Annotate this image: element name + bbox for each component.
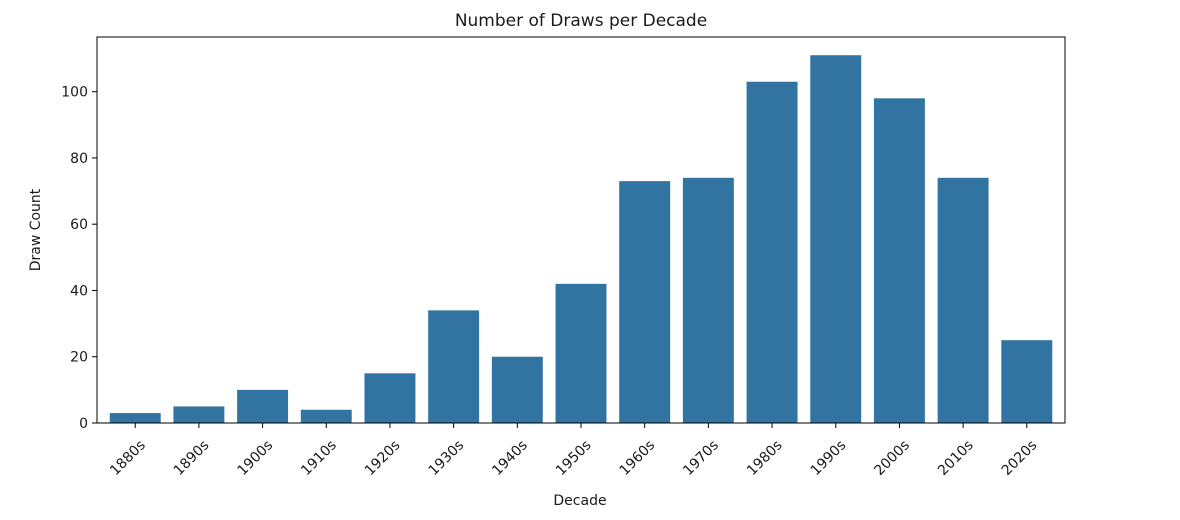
plot-area-frame [96,36,1066,424]
x-tick-label-2000s: 2000s [871,437,913,479]
bar-1980s [746,81,798,423]
bar-1990s [810,55,862,423]
bar-2000s [873,98,925,424]
x-tick-label-1940s: 1940s [489,437,531,479]
bar-1920s [364,373,416,423]
x-tick-label-1900s: 1900s [235,437,277,479]
x-tick-label-1910s: 1910s [298,437,340,479]
x-tick-label-1920s: 1920s [362,437,404,479]
bar-1960s [619,181,671,423]
bar-1930s [428,310,480,423]
x-tick-label-1950s: 1950s [553,437,595,479]
bar-1900s [237,389,289,423]
x-tick-label-1990s: 1990s [808,437,850,479]
bar-2010s [937,177,989,423]
bars-group [109,55,1053,424]
y-tick-label-40: 40 [70,283,88,299]
y-tick-label-0: 0 [79,416,88,432]
bar-1880s [109,413,161,423]
x-tick-label-1970s: 1970s [680,437,722,479]
bar-1890s [173,406,225,423]
x-tick-label-1960s: 1960s [617,437,659,479]
chart-title: Number of Draws per Decade [455,11,707,31]
x-tick-label-1930s: 1930s [426,437,468,479]
bar-2020s [1001,340,1053,423]
y-axis-label: Draw Count [28,188,44,271]
x-tick-label-2020s: 2020s [999,437,1041,479]
x-axis-ticks: 1880s 1890s 1900s 1910s 1920s 1930s 1940s 1950s… [107,423,1040,479]
x-tick-label-1890s: 1890s [171,437,213,479]
y-tick-label-80: 80 [70,151,88,167]
y-axis-ticks: 0 20 40 60 80 100 [61,85,97,432]
x-axis-label: Decade [553,493,606,509]
y-tick-label-100: 100 [61,85,88,101]
x-tick-label-1880s: 1880s [107,437,149,479]
x-tick-label-1980s: 1980s [744,437,786,479]
bar-1940s [491,356,543,423]
bar-1950s [555,283,607,423]
bar-1910s [300,409,352,423]
y-tick-label-20: 20 [70,350,88,366]
bar-1970s [682,177,734,423]
y-tick-label-60: 60 [70,217,88,233]
x-tick-label-2010s: 2010s [935,437,977,479]
